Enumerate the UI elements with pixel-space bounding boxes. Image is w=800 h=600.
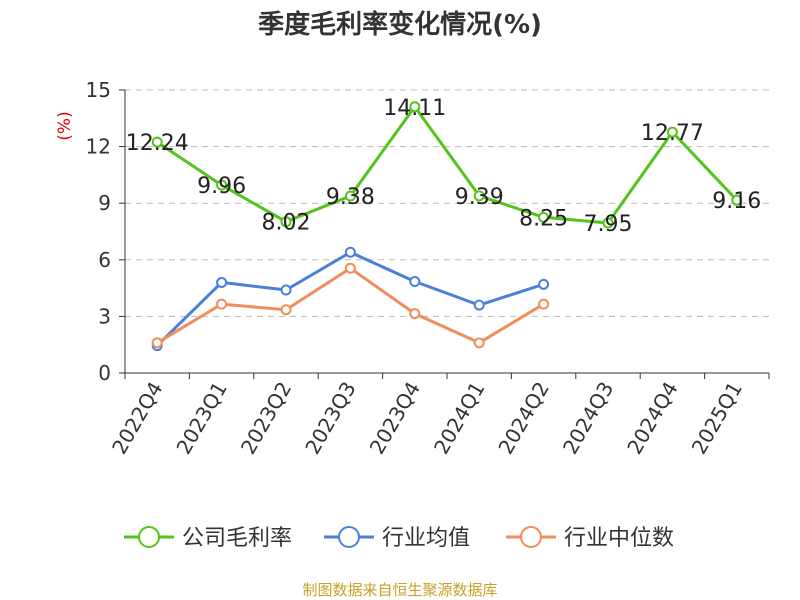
- data-label: 12.24: [126, 131, 189, 156]
- data-label: 8.25: [519, 206, 568, 231]
- x-tick-label: 2023Q3: [300, 378, 360, 459]
- legend-label: 行业均值: [382, 526, 470, 551]
- y-axis-label: (%): [55, 111, 75, 140]
- data-point: [731, 194, 743, 206]
- x-tick-label: 2023Q1: [171, 378, 231, 459]
- data-point: [280, 216, 292, 228]
- series-line: [156, 105, 738, 225]
- x-tick-label: 2023Q2: [236, 378, 296, 459]
- data-point: [344, 262, 356, 274]
- data-point: [344, 190, 356, 202]
- legend-item: 行业中位数: [506, 526, 674, 551]
- data-label: 9.16: [712, 189, 761, 214]
- data-point: [151, 337, 163, 349]
- series-layer: [151, 101, 743, 352]
- data-point: [216, 298, 228, 310]
- y-tick-label: 6: [98, 248, 111, 272]
- data-label: 9.96: [197, 174, 246, 199]
- legend-label: 公司毛利率: [182, 526, 292, 551]
- data-point: [666, 126, 678, 138]
- y-tick-label: 12: [86, 135, 111, 159]
- data-point: [538, 211, 550, 223]
- data-label: 9.38: [326, 185, 375, 210]
- y-tick-label: 15: [86, 78, 111, 102]
- data-label: 9.39: [455, 185, 504, 210]
- data-point: [473, 190, 485, 202]
- legend-marker-swatch: [138, 526, 160, 548]
- legend-label: 行业中位数: [564, 526, 674, 551]
- data-label: 14.11: [383, 96, 446, 121]
- data-point: [151, 136, 163, 148]
- x-tick-label: 2023Q4: [365, 378, 425, 459]
- data-label: 7.95: [584, 212, 633, 237]
- data-point: [538, 298, 550, 310]
- legend-item: 公司毛利率: [124, 526, 292, 551]
- data-point: [409, 308, 421, 320]
- data-point: [344, 246, 356, 258]
- data-label: 8.02: [262, 211, 311, 236]
- series-line: [156, 266, 545, 345]
- data-label: 12.77: [641, 121, 704, 146]
- y-tick-label: 3: [98, 304, 111, 328]
- legend-marker-swatch: [338, 526, 360, 548]
- data-label-layer: 12.24 9.96 8.02 9.38 14.11 9.39 8.25 7.95 12.77 9…: [126, 96, 762, 237]
- legend: 公司毛利率 行业均值 行业中位数: [124, 526, 674, 551]
- grid-layer: [125, 89, 769, 317]
- data-point: [409, 275, 421, 287]
- source-note: 制图数据来自恒生聚源数据库: [302, 581, 497, 599]
- x-tick-label: 2024Q4: [622, 378, 682, 459]
- x-tick-label: 2024Q1: [429, 378, 489, 459]
- x-tick-label: 2024Q2: [493, 378, 553, 459]
- x-tick-label: 2025Q1: [687, 378, 747, 459]
- x-tick-label: 2022Q4: [107, 378, 167, 459]
- data-point: [216, 276, 228, 288]
- data-point: [473, 299, 485, 311]
- data-point: [473, 337, 485, 349]
- data-point: [280, 284, 292, 296]
- data-point: [538, 278, 550, 290]
- data-point: [280, 304, 292, 316]
- y-tick-label: 0: [98, 361, 111, 385]
- x-tick-label: 2024Q3: [558, 378, 618, 459]
- data-point: [602, 217, 614, 229]
- data-point: [409, 101, 421, 113]
- data-point: [216, 179, 228, 191]
- legend-item: 行业均值: [324, 526, 470, 551]
- legend-marker-swatch: [520, 526, 542, 548]
- chart-title: 季度毛利率变化情况(%): [258, 9, 542, 40]
- y-tick-label: 9: [98, 191, 111, 215]
